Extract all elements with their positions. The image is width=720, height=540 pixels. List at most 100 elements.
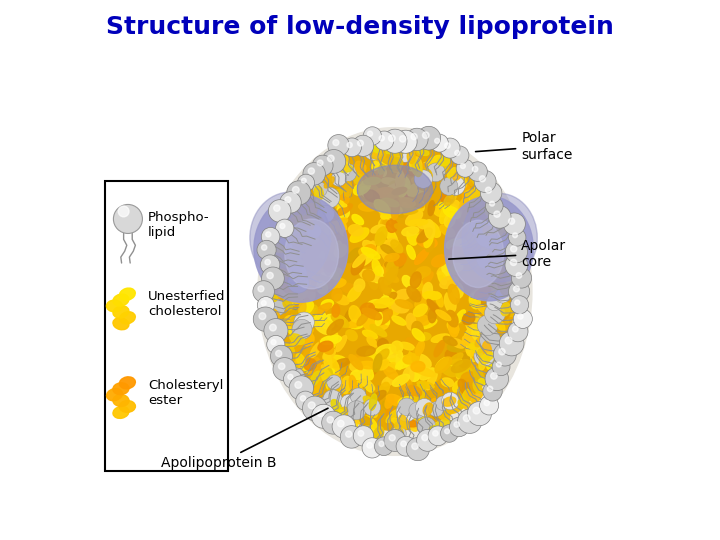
- Ellipse shape: [296, 353, 305, 366]
- Ellipse shape: [363, 269, 374, 281]
- Ellipse shape: [291, 315, 303, 332]
- Ellipse shape: [466, 167, 473, 186]
- Ellipse shape: [387, 394, 403, 406]
- Circle shape: [288, 374, 293, 380]
- Ellipse shape: [392, 316, 406, 325]
- Ellipse shape: [452, 200, 462, 216]
- Ellipse shape: [481, 337, 490, 350]
- Ellipse shape: [373, 266, 384, 283]
- Ellipse shape: [258, 127, 532, 455]
- Ellipse shape: [308, 203, 317, 214]
- Ellipse shape: [471, 287, 487, 300]
- Ellipse shape: [282, 233, 288, 248]
- Ellipse shape: [395, 289, 412, 300]
- Circle shape: [508, 229, 526, 246]
- Ellipse shape: [369, 170, 383, 186]
- Ellipse shape: [341, 376, 352, 394]
- Ellipse shape: [321, 170, 335, 182]
- Ellipse shape: [370, 152, 386, 159]
- Ellipse shape: [320, 317, 334, 329]
- Ellipse shape: [305, 276, 317, 289]
- Circle shape: [367, 131, 373, 136]
- Ellipse shape: [410, 272, 421, 288]
- Ellipse shape: [479, 201, 491, 214]
- Circle shape: [472, 166, 478, 172]
- Ellipse shape: [406, 313, 415, 330]
- Ellipse shape: [120, 288, 135, 300]
- Ellipse shape: [447, 321, 459, 333]
- Ellipse shape: [360, 303, 374, 314]
- Ellipse shape: [401, 419, 418, 427]
- Ellipse shape: [291, 258, 301, 270]
- Ellipse shape: [304, 212, 315, 230]
- Circle shape: [275, 238, 292, 256]
- Ellipse shape: [113, 395, 129, 407]
- Circle shape: [395, 143, 415, 162]
- Ellipse shape: [359, 184, 370, 194]
- Ellipse shape: [280, 269, 289, 276]
- Ellipse shape: [416, 366, 432, 376]
- Ellipse shape: [469, 194, 485, 205]
- Ellipse shape: [409, 342, 423, 357]
- Ellipse shape: [309, 369, 324, 381]
- Ellipse shape: [462, 313, 475, 325]
- Ellipse shape: [416, 162, 429, 174]
- Circle shape: [485, 303, 505, 324]
- Ellipse shape: [357, 165, 433, 214]
- Ellipse shape: [385, 395, 394, 408]
- Ellipse shape: [428, 403, 439, 420]
- Ellipse shape: [328, 313, 339, 329]
- Ellipse shape: [120, 401, 135, 413]
- Ellipse shape: [361, 362, 374, 372]
- Ellipse shape: [398, 185, 408, 198]
- Circle shape: [257, 296, 274, 314]
- Ellipse shape: [387, 304, 400, 315]
- Circle shape: [440, 177, 458, 195]
- Circle shape: [469, 219, 487, 236]
- Ellipse shape: [369, 146, 382, 161]
- Ellipse shape: [337, 407, 348, 422]
- Ellipse shape: [354, 172, 362, 184]
- Ellipse shape: [394, 159, 407, 171]
- Circle shape: [266, 232, 271, 237]
- Ellipse shape: [349, 355, 363, 370]
- Circle shape: [396, 436, 416, 456]
- Circle shape: [508, 281, 530, 302]
- Ellipse shape: [440, 225, 455, 237]
- Ellipse shape: [444, 194, 455, 205]
- Ellipse shape: [310, 371, 320, 387]
- Ellipse shape: [374, 318, 389, 330]
- Circle shape: [261, 301, 266, 306]
- Ellipse shape: [360, 377, 374, 390]
- Circle shape: [287, 264, 307, 283]
- Ellipse shape: [495, 269, 509, 280]
- Ellipse shape: [453, 220, 504, 287]
- Ellipse shape: [113, 383, 129, 395]
- Ellipse shape: [367, 337, 377, 347]
- Ellipse shape: [444, 213, 455, 227]
- Ellipse shape: [487, 372, 501, 380]
- Ellipse shape: [496, 267, 503, 277]
- Ellipse shape: [472, 221, 484, 237]
- Circle shape: [389, 435, 395, 441]
- Ellipse shape: [400, 176, 410, 191]
- Circle shape: [495, 288, 510, 303]
- Ellipse shape: [387, 142, 400, 149]
- Ellipse shape: [279, 287, 294, 295]
- Ellipse shape: [373, 354, 382, 372]
- Ellipse shape: [412, 315, 430, 326]
- Ellipse shape: [363, 245, 376, 256]
- Ellipse shape: [406, 405, 424, 418]
- Ellipse shape: [387, 260, 398, 275]
- Ellipse shape: [361, 367, 371, 379]
- Ellipse shape: [366, 349, 378, 366]
- Ellipse shape: [496, 258, 511, 266]
- Ellipse shape: [410, 284, 430, 291]
- Ellipse shape: [294, 227, 309, 238]
- Ellipse shape: [399, 415, 409, 429]
- Circle shape: [354, 426, 374, 446]
- Ellipse shape: [312, 220, 320, 233]
- Circle shape: [312, 404, 336, 428]
- Ellipse shape: [308, 377, 315, 390]
- Ellipse shape: [312, 372, 325, 381]
